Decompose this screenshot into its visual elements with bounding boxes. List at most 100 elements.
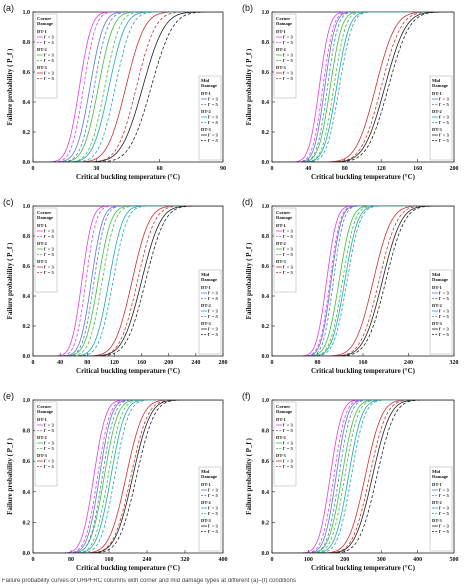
series-line: [272, 400, 454, 553]
y-tick-label: 0.6: [23, 70, 31, 76]
y-tick-label: 0.0: [262, 551, 270, 557]
legend-group-name: DT-3: [201, 127, 211, 132]
legend-group-name: DT-1: [201, 285, 211, 290]
series-line: [33, 206, 223, 356]
series-line: [272, 12, 454, 162]
legend-box: [34, 13, 58, 99]
y-tick-label: 0.6: [262, 264, 270, 270]
legend-group-name: DT-2: [432, 303, 442, 308]
legend-item-label: l' = 3: [283, 423, 293, 428]
legend-group-name: DT-2: [276, 435, 286, 440]
series-line: [33, 206, 223, 356]
chart-panel: (a) 0.0 0.2 0.4 0.6 0.8 1.0 0 30 60 90 Critical buc…: [3, 3, 226, 181]
x-tick-label: 240: [404, 360, 413, 366]
series-line: [33, 12, 223, 162]
series-group: [272, 400, 454, 553]
series-line: [272, 206, 454, 356]
legend-title: Damage: [432, 277, 448, 282]
series-line: [33, 206, 223, 356]
panel-label: (e): [3, 391, 14, 401]
panel-label: (f): [242, 391, 251, 401]
legend-item-label: l' = 5: [208, 314, 218, 319]
y-tick-label: 0.0: [262, 354, 270, 360]
legend-item-label: l' = 5: [283, 446, 293, 451]
legend-item-label: l' = 5: [439, 493, 449, 498]
legend-box: [198, 269, 222, 355]
y-tick-label: 0.8: [23, 234, 31, 240]
x-tick-label: 200: [340, 557, 349, 563]
x-tick-label: 200: [164, 360, 173, 366]
x-tick-label: 80: [315, 360, 321, 366]
chart-panel: (c) 0.0 0.2 0.4 0.6 0.8 1.0 0 40 80 120 160 200 240 28…: [3, 197, 228, 375]
x-tick-label: 160: [105, 557, 114, 563]
series-line: [272, 12, 454, 162]
legend-item-label: l' = 3: [283, 265, 293, 270]
x-tick-label: 80: [84, 360, 90, 366]
series-line: [272, 206, 454, 356]
legend-box: [34, 207, 58, 293]
series-line: [33, 400, 223, 553]
plot-frame: [271, 399, 455, 554]
legend-item-label: l' = 3: [439, 115, 449, 120]
series-line: [33, 12, 223, 162]
series-line: [33, 400, 223, 553]
x-axis-title: Critical buckling temperature (°C): [76, 564, 181, 572]
legend-item-label: l' = 5: [439, 511, 449, 516]
y-tick-label: 0.4: [262, 490, 270, 496]
series-line: [272, 206, 454, 356]
legend-item-label: l' = 3: [439, 309, 449, 314]
y-tick-label: 0.8: [23, 429, 31, 435]
series-group: [33, 206, 223, 356]
series-line: [272, 12, 454, 162]
series-line: [33, 206, 223, 356]
x-tick-label: 240: [143, 557, 152, 563]
series-line: [272, 400, 454, 553]
legend-item-label: l' = 3: [44, 71, 54, 76]
panel-label: (d): [242, 197, 253, 207]
legend-item-label: l' = 3: [44, 459, 54, 464]
figure-caption: Failure probability curves of UHPFRC col…: [2, 578, 297, 584]
legend-title: Mid: [201, 272, 210, 277]
series-line: [272, 12, 454, 162]
legend-group-name: DT-1: [276, 29, 286, 34]
x-tick-label: 90: [220, 166, 226, 172]
chart-panel: (e) 0.0 0.2 0.4 0.6 0.8 1.0 0 80 160 240 320 400 Crit…: [3, 391, 228, 572]
y-tick-label: 0.8: [262, 40, 270, 46]
legend-group-name: DT-3: [37, 259, 47, 264]
legend-title: Corner: [276, 16, 290, 21]
legend-group-name: DT-1: [432, 285, 442, 290]
series-line: [33, 400, 223, 553]
x-tick-label: 200: [450, 166, 459, 172]
legend-title: Mid: [432, 78, 441, 83]
legend-title: Damage: [201, 83, 217, 88]
x-tick-label: 100: [304, 557, 313, 563]
y-tick-label: 1.0: [262, 10, 270, 16]
x-axis-title: Critical buckling temperature (°C): [311, 564, 416, 572]
legend-item-label: l' = 3: [439, 291, 449, 296]
legend-item-label: l' = 5: [208, 493, 218, 498]
legend-item-label: l' = 5: [208, 332, 218, 337]
legend-item-label: l' = 5: [44, 428, 54, 433]
y-axis-title: Failure probability ( P_f ): [245, 437, 253, 514]
legend-item-label: l' = 5: [439, 332, 449, 337]
series-line: [272, 206, 454, 356]
legend-group-name: DT-3: [276, 65, 286, 70]
legend-item-label: l' = 5: [44, 464, 54, 469]
panel-label: (c): [3, 197, 14, 207]
y-tick-label: 1.0: [23, 10, 31, 16]
series-line: [33, 400, 223, 553]
x-tick-label: 320: [450, 360, 459, 366]
series-line: [33, 400, 223, 553]
legend-title: Damage: [37, 21, 53, 26]
legend-title: Corner: [37, 404, 51, 409]
legend-item-label: l' = 5: [44, 40, 54, 45]
x-tick-label: 0: [32, 557, 35, 563]
legend-box: [273, 401, 297, 487]
legend-box: [198, 466, 222, 552]
legend-item-label: l' = 5: [283, 252, 293, 257]
legend-item-label: l' = 5: [439, 120, 449, 125]
legend-item-label: l' = 5: [208, 529, 218, 534]
